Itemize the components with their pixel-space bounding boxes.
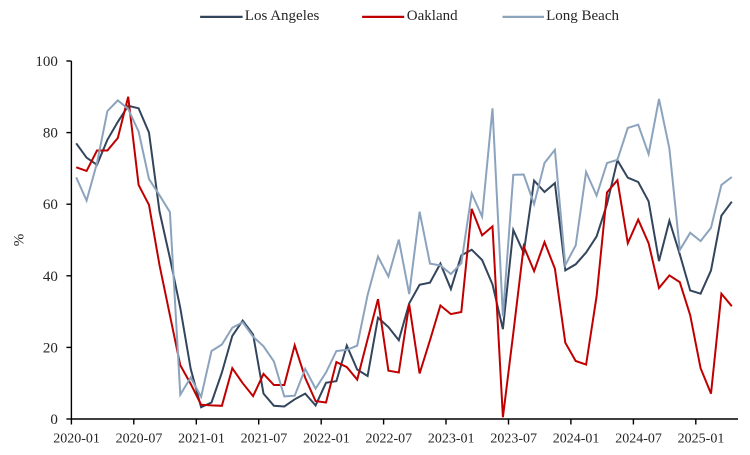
svg-text:2023-01: 2023-01 <box>428 432 475 447</box>
svg-text:60: 60 <box>43 197 58 213</box>
svg-text:%: % <box>12 234 28 247</box>
svg-text:80: 80 <box>43 126 58 142</box>
svg-text:2020-07: 2020-07 <box>116 432 163 447</box>
svg-text:20: 20 <box>43 340 58 356</box>
svg-text:Oakland: Oakland <box>407 8 458 24</box>
svg-text:2023-07: 2023-07 <box>490 432 537 447</box>
svg-text:40: 40 <box>43 269 58 285</box>
svg-text:2021-07: 2021-07 <box>241 432 288 447</box>
svg-text:2024-07: 2024-07 <box>615 432 662 447</box>
svg-text:Long Beach: Long Beach <box>546 8 619 24</box>
svg-text:2021-01: 2021-01 <box>178 432 225 447</box>
svg-text:2025-01: 2025-01 <box>678 432 725 447</box>
svg-text:2022-01: 2022-01 <box>303 432 350 447</box>
svg-text:100: 100 <box>35 54 58 70</box>
svg-text:0: 0 <box>50 412 58 428</box>
svg-text:2022-07: 2022-07 <box>365 432 412 447</box>
svg-text:2024-01: 2024-01 <box>553 432 600 447</box>
svg-text:Los Angeles: Los Angeles <box>245 8 320 24</box>
svg-text:2020-01: 2020-01 <box>53 432 100 447</box>
